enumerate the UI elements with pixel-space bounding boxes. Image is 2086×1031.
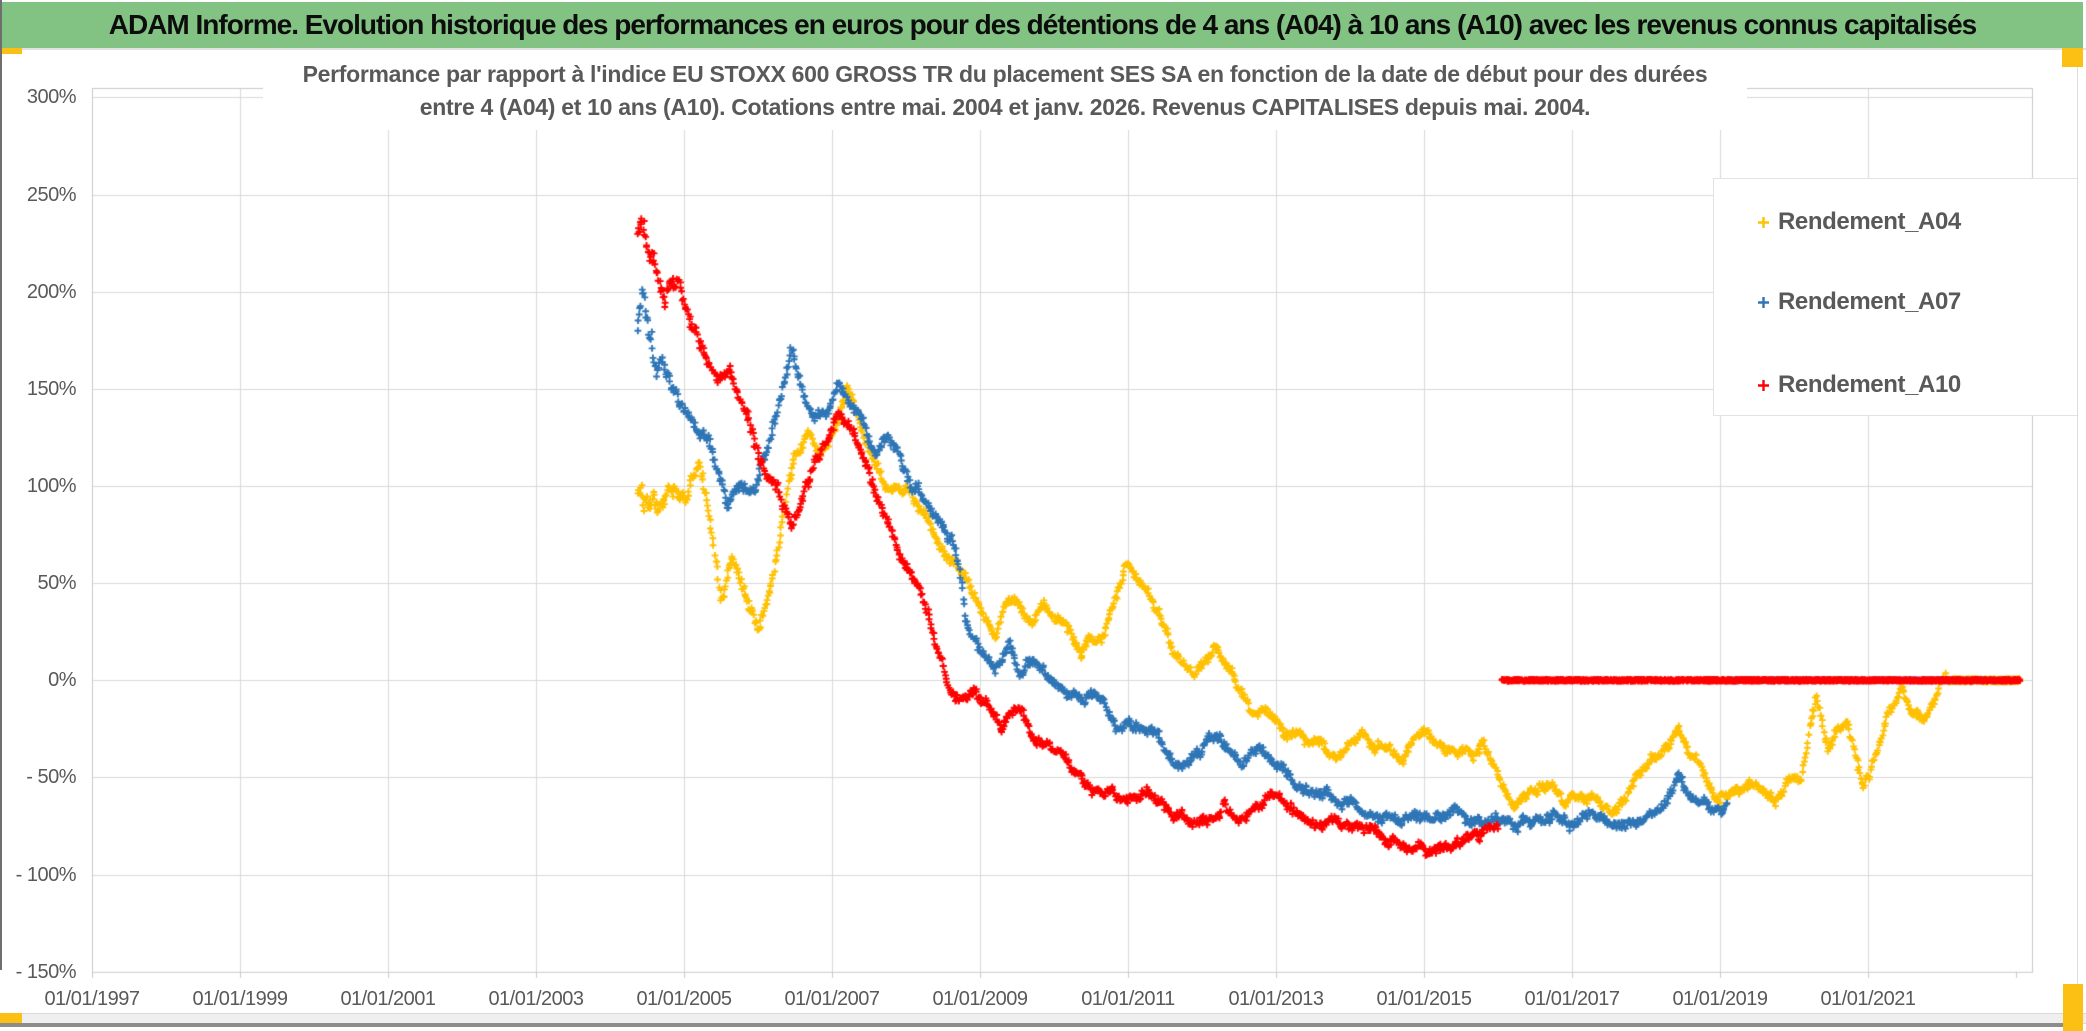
x-tick-label: 01/01/2013 bbox=[1228, 988, 1324, 1010]
y-tick-label: 200% bbox=[26, 280, 77, 303]
x-tick-label: 01/01/2003 bbox=[488, 988, 584, 1010]
x-tick-label: 01/01/2017 bbox=[1524, 988, 1620, 1010]
y-tick-label: 0% bbox=[48, 669, 76, 692]
x-tick-label: 01/01/2011 bbox=[1081, 988, 1175, 1010]
x-tick-label: 01/01/2021 bbox=[1820, 988, 1916, 1010]
x-tick-label: 01/01/1999 bbox=[192, 988, 288, 1010]
x-tick-label: 01/01/1997 bbox=[44, 988, 140, 1010]
y-tick-label: - 50% bbox=[26, 766, 76, 789]
gold-accent-top-left bbox=[2, 48, 22, 54]
x-tick-label: 01/01/2019 bbox=[1672, 988, 1768, 1010]
chart-title: Performance par rapport à l'indice EU ST… bbox=[263, 52, 1747, 130]
gold-accent-bottom-right bbox=[2063, 984, 2083, 1031]
legend-label: Rendement_A10 bbox=[1778, 371, 1961, 398]
x-tick-label: 01/01/2005 bbox=[636, 988, 732, 1010]
y-tick-label: 50% bbox=[37, 572, 76, 595]
gold-accent-bottom-left bbox=[0, 1013, 22, 1023]
y-tick-label: 250% bbox=[26, 183, 77, 206]
y-tick-label: 150% bbox=[26, 377, 77, 400]
plus-marker-icon bbox=[1752, 288, 1774, 316]
chart-title-line2: entre 4 (A04) et 10 ans (A10). Cotations… bbox=[419, 94, 1591, 120]
x-tick-label: 01/01/2001 bbox=[340, 988, 436, 1010]
legend-label: Rendement_A04 bbox=[1778, 208, 1961, 235]
bottom-dark-line bbox=[0, 1023, 2063, 1027]
y-tick-label: 300% bbox=[26, 86, 77, 109]
plus-marker-icon bbox=[1752, 371, 1774, 399]
x-tick-label: 01/01/2007 bbox=[784, 988, 880, 1010]
x-tick-label: 01/01/2009 bbox=[932, 988, 1028, 1010]
y-tick-label: - 100% bbox=[15, 863, 77, 886]
y-tick-label: 100% bbox=[26, 475, 77, 497]
gold-accent-top-right bbox=[2062, 48, 2083, 67]
x-tick-label: 01/01/2015 bbox=[1376, 988, 1472, 1010]
chart-legend: Rendement_A04 Rendement_A07 Rendement_A1… bbox=[1713, 178, 2078, 416]
plus-marker-icon bbox=[1752, 208, 1774, 236]
y-tick-label: - 150% bbox=[15, 960, 77, 983]
chart-title-line1: Performance par rapport à l'indice EU ST… bbox=[302, 61, 1708, 87]
legend-label: Rendement_A07 bbox=[1778, 288, 1961, 315]
chart-area-right-border bbox=[2077, 50, 2078, 1013]
